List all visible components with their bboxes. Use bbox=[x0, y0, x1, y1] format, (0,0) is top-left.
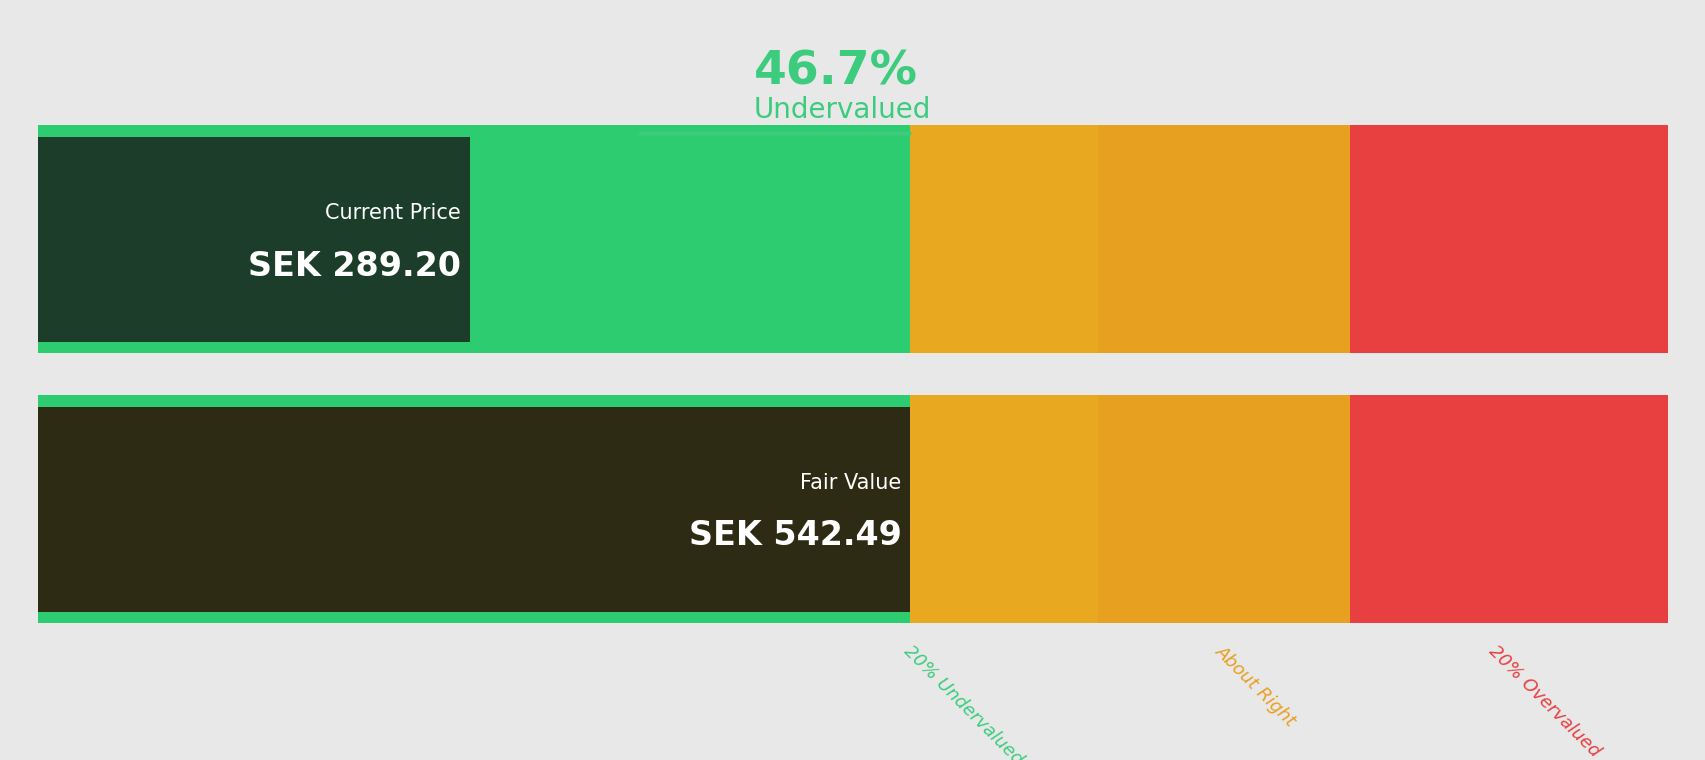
Bar bbox=[38, 125, 909, 353]
Bar bbox=[1350, 125, 1667, 353]
Text: SEK 542.49: SEK 542.49 bbox=[689, 519, 900, 553]
Text: Undervalued: Undervalued bbox=[754, 97, 931, 124]
Bar bbox=[1350, 395, 1667, 623]
Bar bbox=[38, 137, 469, 342]
Bar bbox=[909, 395, 1096, 623]
Text: Current Price: Current Price bbox=[326, 203, 460, 223]
Bar bbox=[909, 125, 1096, 353]
Bar bbox=[1096, 125, 1350, 353]
Text: 20% Undervalued: 20% Undervalued bbox=[900, 642, 1026, 760]
Bar bbox=[38, 395, 909, 623]
Bar bbox=[38, 395, 909, 407]
Bar bbox=[38, 407, 909, 612]
Text: Fair Value: Fair Value bbox=[800, 473, 900, 492]
Text: About Right: About Right bbox=[1212, 642, 1299, 730]
Text: 46.7%: 46.7% bbox=[754, 49, 917, 95]
Bar bbox=[1096, 395, 1350, 623]
Text: SEK 289.20: SEK 289.20 bbox=[247, 249, 460, 283]
Bar bbox=[38, 342, 909, 353]
Text: 20% Overvalued: 20% Overvalued bbox=[1485, 642, 1603, 760]
